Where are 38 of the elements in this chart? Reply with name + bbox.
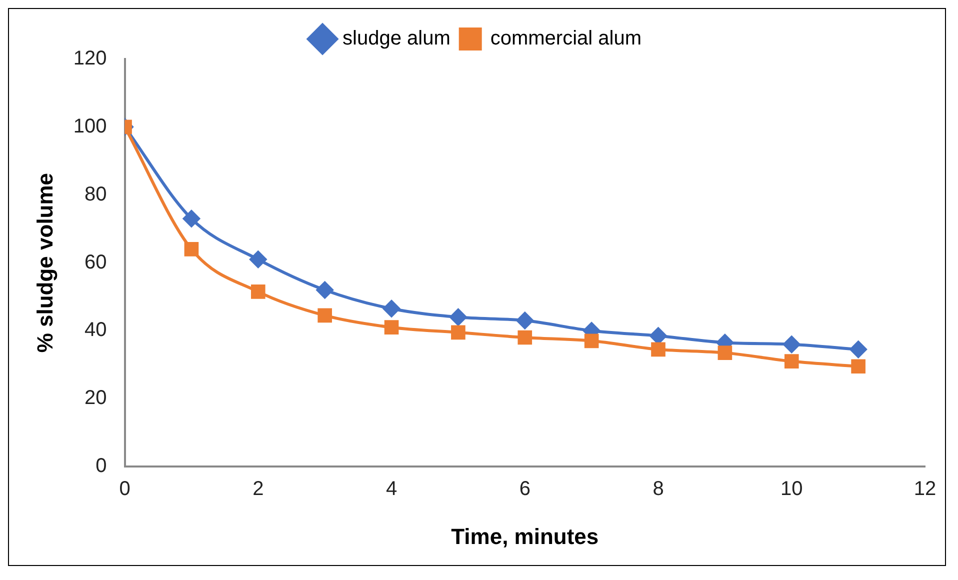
point: [518, 330, 532, 345]
legend-label: sludge alum: [342, 28, 450, 50]
x-tick-label: 0: [119, 478, 130, 500]
point: [851, 359, 866, 374]
point: [384, 320, 399, 334]
point: [850, 340, 867, 358]
x-axis-title: Time, minutes: [451, 524, 599, 549]
x-tick-label: 2: [252, 478, 264, 500]
point: [318, 308, 332, 323]
point: [650, 327, 667, 344]
point: [584, 334, 599, 348]
x-tick-label: 6: [519, 478, 530, 500]
x-tick-label: 10: [780, 478, 803, 500]
legend-label: commercial alum: [490, 28, 642, 50]
point: [250, 250, 267, 268]
y-tick-label: 80: [84, 183, 107, 206]
y-axis-title: % sludge volume: [32, 172, 58, 353]
point: [182, 210, 200, 228]
point: [718, 346, 732, 360]
point: [250, 284, 266, 299]
x-tick-label: 12: [914, 478, 936, 500]
point: [316, 281, 334, 298]
point: [383, 300, 400, 318]
point: [451, 325, 466, 340]
point: [516, 312, 534, 330]
point: [783, 336, 800, 353]
point: [651, 342, 666, 357]
y-tick-label: 0: [96, 455, 107, 478]
point: [784, 354, 799, 368]
y-tick-label: 100: [73, 115, 107, 138]
x-tick-label: 4: [386, 478, 398, 500]
y-tick-label: 120: [73, 48, 107, 70]
x-tick-label: 8: [652, 478, 664, 500]
y-tick-label: 40: [84, 319, 107, 342]
y-tick-label: 60: [84, 251, 107, 274]
point: [450, 308, 467, 326]
point: [184, 242, 199, 256]
y-tick-label: 20: [84, 387, 107, 410]
